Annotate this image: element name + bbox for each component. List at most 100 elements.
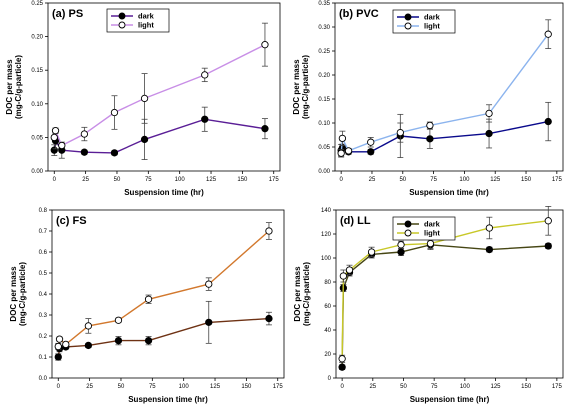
x-tick-label: 100 xyxy=(179,384,190,390)
y-axis-title: DOC per mass(mg-C/g-particle) xyxy=(292,55,310,119)
x-tick-label: 50 xyxy=(400,384,407,390)
data-point xyxy=(261,41,269,49)
x-tick-label: 125 xyxy=(206,177,217,183)
y-tick-label: 0.7 xyxy=(39,229,48,235)
x-tick-label: 25 xyxy=(369,384,376,390)
y-tick-label: 0.1 xyxy=(39,355,48,361)
data-point xyxy=(265,314,273,323)
data-point xyxy=(426,239,435,248)
x-tick-label: 50 xyxy=(114,177,121,183)
y-axis-title: DOC per mass(mg-C/g-particle) xyxy=(293,262,311,326)
data-point xyxy=(140,94,149,103)
plot-frame xyxy=(334,2,564,172)
x-tick-label: 125 xyxy=(491,384,502,390)
data-point xyxy=(62,340,70,349)
y-tick-label: 0 xyxy=(328,376,332,382)
plot-frame xyxy=(335,209,564,379)
series-line xyxy=(341,244,549,368)
data-point xyxy=(338,355,346,363)
y-tick-label: 0.2 xyxy=(39,334,48,340)
legend-label: light xyxy=(424,229,440,238)
y-tick-label: 140 xyxy=(321,208,332,214)
y-tick-label: 0.5 xyxy=(39,271,48,277)
legend-label: dark xyxy=(424,13,441,22)
series-dark xyxy=(337,101,552,158)
x-axis-title: Suspension time (hr) xyxy=(124,188,204,197)
x-tick-label: 75 xyxy=(431,384,438,390)
y-tick-label: 0.05 xyxy=(31,135,43,141)
x-tick-label: 100 xyxy=(459,177,470,183)
x-tick-label: 25 xyxy=(369,177,376,183)
data-point xyxy=(485,245,494,254)
x-tick-label: 50 xyxy=(118,384,125,390)
data-point xyxy=(114,316,123,324)
panel-title: (c) FS xyxy=(56,215,87,227)
legend-label: dark xyxy=(138,12,155,21)
legend-marker xyxy=(404,229,412,237)
data-point xyxy=(110,108,119,117)
data-point xyxy=(110,149,119,157)
data-point xyxy=(367,148,375,156)
x-axis-title: Suspension time (hr) xyxy=(409,188,489,197)
y-tick-label: 120 xyxy=(321,232,332,238)
series-line xyxy=(340,33,549,154)
y-tick-label: 0.4 xyxy=(39,292,48,298)
data-point xyxy=(367,248,376,256)
x-tick-label: 50 xyxy=(399,177,406,183)
legend-marker xyxy=(118,12,126,20)
data-point xyxy=(50,146,58,154)
y-tick-label: 0.20 xyxy=(318,73,330,79)
x-tick-label: 125 xyxy=(210,384,221,390)
y-tick-label: 0.00 xyxy=(31,169,43,175)
legend-marker xyxy=(404,13,412,21)
legend-label: light xyxy=(138,21,154,30)
data-point xyxy=(345,266,354,274)
data-point xyxy=(396,128,404,137)
data-point xyxy=(397,248,405,256)
data-point xyxy=(144,295,153,303)
data-point xyxy=(58,141,66,150)
data-point xyxy=(205,280,213,288)
data-point xyxy=(84,322,93,330)
data-point xyxy=(55,335,64,343)
x-tick-label: 150 xyxy=(521,384,532,390)
y-tick-label: 0.6 xyxy=(39,250,48,256)
x-tick-label: 0 xyxy=(339,177,343,183)
y-tick-label: 0.15 xyxy=(31,68,43,74)
data-point xyxy=(339,272,348,280)
x-tick-label: 75 xyxy=(149,384,156,390)
legend-marker xyxy=(404,220,412,228)
x-tick-label: 150 xyxy=(521,177,532,183)
data-point xyxy=(54,353,62,361)
data-point xyxy=(54,342,62,351)
series-dark xyxy=(54,300,273,361)
data-point xyxy=(265,227,273,235)
legend-label: dark xyxy=(424,220,441,229)
series-light xyxy=(54,222,273,351)
y-tick-label: 0.8 xyxy=(39,208,48,214)
y-tick-label: 100 xyxy=(321,256,332,262)
data-point xyxy=(51,127,60,135)
x-tick-label: 125 xyxy=(490,177,501,183)
x-tick-label: 175 xyxy=(552,384,563,390)
x-tick-label: 175 xyxy=(269,177,280,183)
panel-3: 0 25 50 75 100 125 150 175 0.0 0.1 0.2 0.3 0.4 0.5 0.6… xyxy=(9,208,285,404)
data-point xyxy=(544,117,552,126)
panel-title: (a) PS xyxy=(52,8,83,20)
x-tick-label: 75 xyxy=(430,177,437,183)
data-point xyxy=(140,135,149,144)
y-tick-label: 80 xyxy=(324,280,331,286)
y-tick-label: 0.25 xyxy=(31,1,43,7)
y-tick-label: 20 xyxy=(324,352,331,358)
panel-title: (d) LL xyxy=(340,215,371,227)
panel-1: 0 25 50 75 100 125 150 175 0.00 0.05 0.10 0.15 0.20 0… xyxy=(5,1,281,197)
y-tick-label: 0.10 xyxy=(31,102,43,108)
data-point xyxy=(367,138,375,146)
data-point xyxy=(485,129,493,138)
x-tick-label: 175 xyxy=(273,384,284,390)
x-tick-label: 175 xyxy=(552,177,563,183)
y-tick-label: 0.05 xyxy=(318,145,330,151)
